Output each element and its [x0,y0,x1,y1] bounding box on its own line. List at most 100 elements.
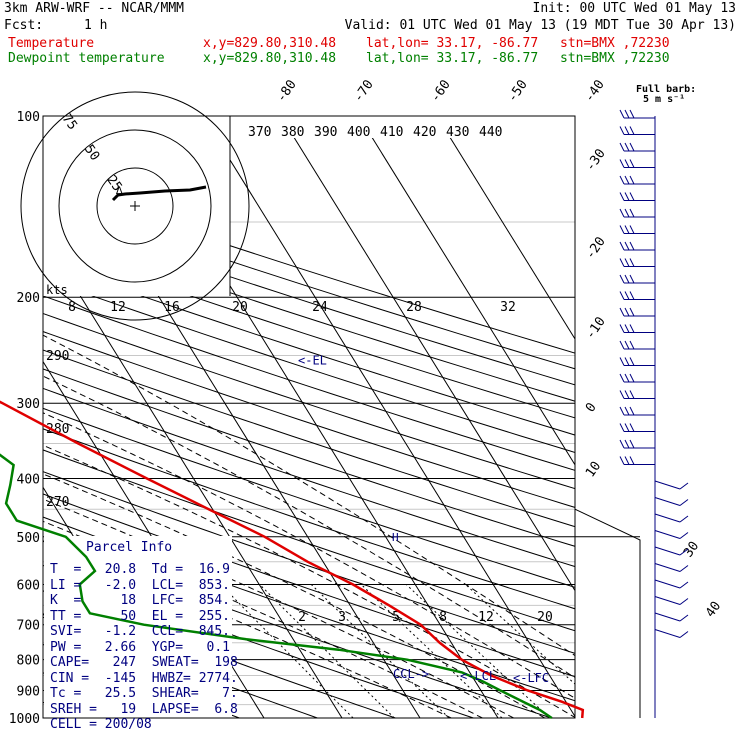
mixing-ratio-line [220,584,354,718]
pressure-tick-label: 300 [17,397,40,412]
valid-time: Valid: 01 UTC Wed 01 May 13 (19 MDT Tue … [344,18,736,33]
mixing-ratio-label: 20 [232,300,248,315]
isotherm-line [436,116,575,340]
wind-barb-flag [619,126,625,135]
isotherm-label: 10 [583,459,604,480]
wind-barb-shaft [654,497,681,506]
forecast-value: 1 h [84,18,108,33]
hodograph-center [130,201,140,211]
pressure-tick-label: 1000 [9,712,40,727]
wind-barb-flag [624,423,630,432]
wind-barb-flag [679,548,689,556]
hodograph-ring-label: 50 [81,142,102,163]
dry-adiabat [43,278,575,454]
isotherm-label: -60 [428,77,454,105]
isotherm-label: -10 [583,314,609,342]
hodograph-ring [58,129,212,283]
wind-barb-flag [629,258,635,267]
temp-latlon: lat,lon= 33.17, -86.77 [366,36,539,51]
wind-barb [619,208,655,218]
mixing-ratio-label: 8 [68,300,76,315]
wind-barb [619,274,655,284]
dewpoint-legend: Dewpoint temperature [8,51,165,66]
wind-barb-flag [629,390,635,399]
ccl-marker: CCL-> [393,667,429,681]
dew-xy: x,y=829.80,310.48 [203,51,337,66]
wind-barb [654,629,689,638]
wind-legend-line2: 5 m s⁻¹ [643,94,686,105]
hodograph-ring [96,167,174,245]
wind-barb [619,423,655,432]
wind-barb [619,175,655,185]
isotherm-label: -70 [351,77,377,105]
theta-e-label: 410 [380,125,403,140]
temperature-legend: Temperature [8,36,95,51]
lcl-marker: <-LCL [460,669,496,683]
theta-e-label: 380 [281,125,304,140]
wind-barb-flag [624,390,630,399]
parcel-info-box [44,536,232,718]
wind-barb-flag [624,456,630,465]
dry-adiabat [43,564,474,718]
wind-barb [619,241,655,251]
isotherm-label: -80 [274,77,300,105]
mixing-ratio-label: 12 [478,610,494,625]
wind-barb [619,142,655,152]
wind-barb-flag [629,274,635,284]
dry-adiabat-label: 290 [46,349,69,364]
dry-adiabat [0,116,5,718]
wind-barb-flag [619,439,625,449]
wind-barb-flag [629,159,635,168]
wind-barb-flag [624,159,630,168]
theta-e-label: 400 [347,125,370,140]
mixing-ratio-label: 8 [439,610,447,625]
wind-barb-flag [619,208,625,218]
freezing-marker: H [392,531,399,544]
temp-xy: x,y=829.80,310.48 [203,36,337,51]
isotherm-line [202,116,575,718]
theta-e-label: 370 [248,125,271,140]
pressure-tick-label: 800 [17,654,40,669]
dry-adiabat [43,261,575,436]
wind-barb-flag [619,225,625,234]
wind-barb-flag [624,258,630,267]
wind-barb-flag [624,274,630,284]
wind-barb-flag [619,175,625,185]
wind-barb-flag [624,340,630,350]
wind-barb-flag [679,482,689,490]
wind-barb-flag [629,324,635,333]
init-time: Init: 00 UTC Wed 01 May 13 [532,1,737,16]
wind-barb-flag [619,159,625,168]
wind-barb-flag [624,241,630,251]
pressure-tick-label: 600 [17,578,40,593]
wind-barb-flag [679,499,689,506]
hodograph-ring [20,91,250,321]
dry-adiabat [43,449,575,632]
mixing-ratio-label: 5 [392,610,400,625]
dry-adiabat [43,228,575,402]
moist-adiabat [43,520,483,718]
wind-barb [619,225,655,234]
wind-barb-shaft [654,480,681,490]
wind-barb [619,126,655,135]
mixing-ratio-label: 12 [110,300,126,315]
dry-adiabat [43,590,396,718]
right-edge [574,508,641,718]
wind-barb-shaft [654,513,681,523]
isotherm-line [358,116,575,466]
dry-adiabat [43,387,575,568]
isotherm-label: 0 [583,400,600,415]
wind-barb [619,340,655,350]
dry-adiabat [43,428,575,610]
wind-barb-flag [619,456,625,465]
theta-e-label: 430 [446,125,469,140]
mixing-ratio-label: 3 [338,610,346,625]
wind-barb [654,612,689,622]
wind-legend-line1: Full barb: [636,84,697,95]
wind-barb-flag [619,340,625,350]
parcel-info-row: T = 20.8 Td = 16.9 [50,562,231,577]
wind-barb-flag [629,291,635,300]
el-marker: <-EL [298,354,327,368]
